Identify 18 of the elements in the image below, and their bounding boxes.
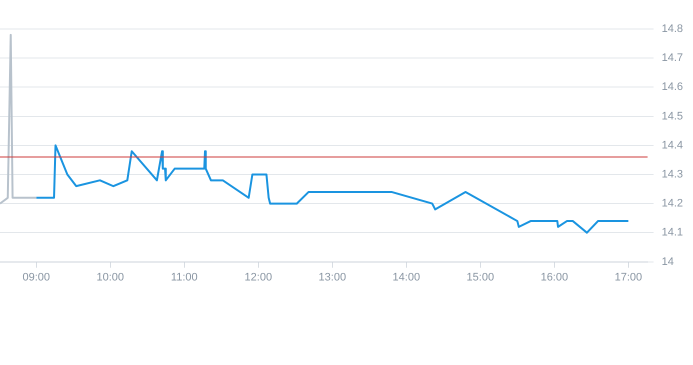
y-tick-label: 14.2	[662, 198, 684, 210]
y-tick-label: 14.6	[662, 81, 684, 94]
x-tick-label: 11:00	[170, 271, 198, 284]
y-tick-label: 14	[662, 256, 674, 268]
x-tick-label: 13:00	[318, 271, 346, 284]
x-tick-label: 10:00	[96, 271, 124, 284]
y-tick-label: 14.4	[662, 139, 684, 152]
x-tick-label: 15:00	[466, 271, 494, 284]
x-tick-label: 09:00	[22, 271, 50, 284]
y-tick-label: 14.3	[662, 168, 684, 181]
y-tick-label: 14.1	[662, 226, 684, 239]
x-tick-label: 14:00	[392, 271, 420, 284]
x-tick-label: 16:00	[540, 271, 568, 284]
y-tick-label: 14.8	[662, 23, 684, 36]
y-tick-label: 14.5	[662, 110, 684, 122]
y-tick-label: 14.7	[662, 52, 684, 64]
x-tick-label: 12:00	[244, 271, 272, 284]
x-tick-label: 17:00	[614, 271, 642, 284]
